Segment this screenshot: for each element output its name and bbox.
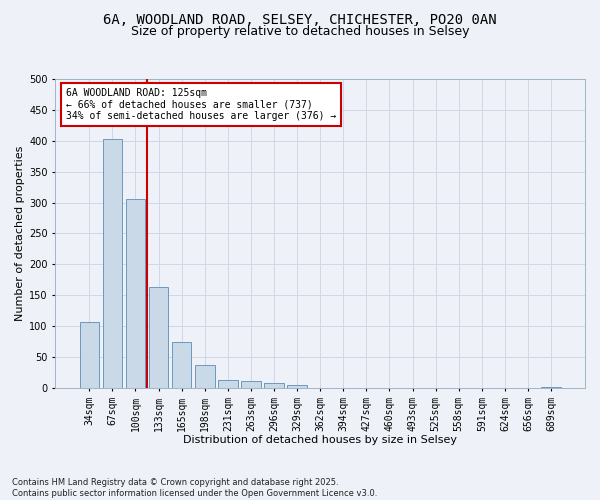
- Bar: [80, 322, 99, 388]
- Bar: [287, 386, 307, 388]
- Bar: [241, 381, 261, 388]
- Bar: [264, 383, 284, 388]
- Bar: [218, 380, 238, 388]
- Text: Contains HM Land Registry data © Crown copyright and database right 2025.
Contai: Contains HM Land Registry data © Crown c…: [12, 478, 377, 498]
- Bar: [541, 386, 561, 388]
- X-axis label: Distribution of detached houses by size in Selsey: Distribution of detached houses by size …: [183, 435, 457, 445]
- Bar: [195, 365, 215, 388]
- Bar: [125, 200, 145, 388]
- Bar: [172, 342, 191, 388]
- Bar: [103, 139, 122, 388]
- Text: 6A WOODLAND ROAD: 125sqm
← 66% of detached houses are smaller (737)
34% of semi-: 6A WOODLAND ROAD: 125sqm ← 66% of detach…: [66, 88, 336, 122]
- Text: 6A, WOODLAND ROAD, SELSEY, CHICHESTER, PO20 0AN: 6A, WOODLAND ROAD, SELSEY, CHICHESTER, P…: [103, 12, 497, 26]
- Y-axis label: Number of detached properties: Number of detached properties: [15, 146, 25, 321]
- Text: Size of property relative to detached houses in Selsey: Size of property relative to detached ho…: [131, 25, 469, 38]
- Bar: [149, 286, 169, 388]
